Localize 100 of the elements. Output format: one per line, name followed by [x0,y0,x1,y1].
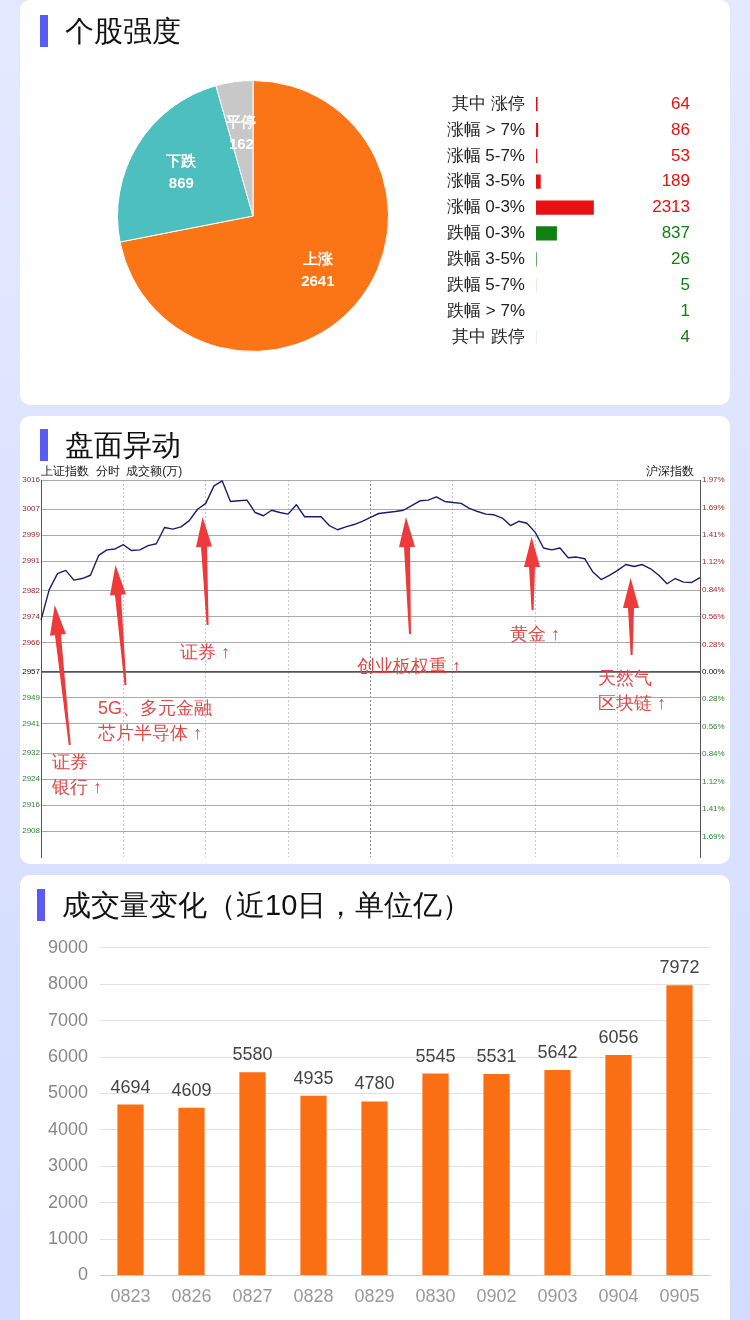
y-tick-label: 9000 [47,936,88,957]
bar [544,1070,571,1275]
data-label: 5642 [537,1042,578,1062]
y2-tick-label: 1.69% [702,831,725,841]
bar [117,1104,144,1275]
x-tick-label: 0905 [659,1286,700,1307]
annotation: 5G、多元金融芯片半导体 ↑ [97,697,213,743]
y-tick-label: 6000 [47,1045,88,1066]
data-label: 4935 [293,1067,334,1088]
y2-tick-label: 1.41% [702,529,725,539]
y-tick-label: 2000 [47,1191,88,1212]
x-tick-label: 0827 [232,1286,273,1307]
bar [605,1054,632,1275]
chart-subtitle: 上证指数 分时 成交额(万) [41,464,183,478]
chart-title: 成交量变化（近10日，单位亿） [62,888,472,923]
y-tick-label: 3007 [22,504,41,514]
data-label: 86 [671,119,690,139]
y-tick-label: 跌幅 > 7% [447,300,525,320]
y-tick-label: 2932 [22,748,41,758]
y-tick-label: 2949 [22,693,41,703]
y-tick-label: 4000 [47,1118,88,1139]
y-tick-label: 1000 [47,1227,88,1248]
y-tick-label: 7000 [47,1009,88,1030]
y2-tick-label: 0.28% [702,639,725,649]
y-tick-label: 0 [77,1264,88,1285]
y2-tick-label: 0.84% [702,584,725,594]
y2-tick-label: 1.41% [702,804,725,814]
chart-title: 个股强度 [65,14,181,49]
y-tick-label: 跌幅 5-7% [446,274,525,294]
y-tick-label: 涨幅 3-5% [446,171,525,191]
y2-tick-label: 0.84% [702,749,725,759]
annotation: 天然气区块链 ↑ [598,667,667,713]
bar [536,174,541,189]
y-tick-label: 2924 [22,774,41,784]
y2-tick-label: 0.00% [702,667,725,677]
x-tick-label: 0829 [354,1286,395,1307]
y-tick-label: 3016 [22,475,41,485]
data-label: 2641 [301,271,335,289]
y-tick-label: 跌幅 0-3% [446,223,525,243]
data-label: 1 [680,300,690,320]
bar [300,1095,327,1275]
y2-tick-label: 1.97% [702,475,725,485]
bar [536,226,557,241]
data-label: 189 [661,171,690,191]
y-tick-label: 8000 [47,973,88,994]
bar [536,122,539,138]
y-tick-label: 涨幅 0-3% [446,197,525,217]
y-tick-label: 2957 [22,667,41,677]
data-label: 4609 [171,1079,212,1100]
data-label: 64 [671,93,690,113]
data-label: 869 [168,174,194,192]
y2-tick-label: 0.56% [702,721,725,731]
bar [666,985,693,1275]
x-tick-label: 0828 [293,1286,334,1307]
annotation: 证券银行 ↑ [51,751,103,797]
data-label: 4694 [110,1076,151,1097]
data-label: 4 [680,326,690,346]
bar [178,1107,205,1275]
y2-tick-label: 0.56% [702,612,725,622]
y-tick-label: 5000 [47,1082,88,1103]
bar [483,1074,510,1275]
annotation: 证券 ↑ [180,641,231,662]
y-tick-label: 其中 涨停 [452,93,525,113]
y-tick-label: 2908 [22,826,41,836]
y2-tick-label: 1.12% [702,557,725,567]
y-tick-label: 涨幅 5-7% [446,145,525,165]
data-label: 7972 [659,957,700,978]
y-tick-label: 跌幅 3-5% [446,248,525,268]
data-label: 53 [671,145,690,165]
y-tick-label: 2966 [22,637,41,647]
y-tick-label: 2941 [22,719,41,729]
y2-tick-label: 0.28% [702,694,725,704]
y-tick-label: 2991 [22,556,41,566]
slice-label: 上涨 [301,249,334,267]
x-tick-label: 0903 [537,1286,578,1307]
annotation: 黄金 ↑ [510,623,561,644]
x-tick-label: 0902 [476,1286,517,1307]
y2-axis-title: 沪深指数 [646,464,694,478]
data-label: 5531 [476,1046,517,1067]
data-label: 6056 [598,1026,639,1047]
y-tick-label: 2999 [22,530,41,540]
data-label: 2313 [652,197,690,217]
data-label: 5545 [415,1045,456,1066]
bar [239,1072,266,1275]
data-label: 26 [671,248,690,268]
y-tick-label: 2916 [22,800,41,810]
data-label: 5580 [232,1044,273,1065]
y-tick-label: 其中 跌停 [452,326,525,346]
annotation: 创业板权重 ↑ [357,655,462,676]
x-tick-label: 0823 [110,1286,151,1307]
y-tick-label: 2974 [22,611,41,621]
x-tick-label: 0826 [171,1286,212,1307]
x-tick-label: 0830 [415,1286,456,1307]
bar [536,200,594,215]
slice-label: 下跌 [165,152,198,170]
data-label: 837 [661,223,690,243]
y-tick-label: 2982 [22,585,41,595]
bar [361,1101,388,1275]
y2-tick-label: 1.69% [702,502,725,512]
data-label: 4780 [354,1073,395,1094]
